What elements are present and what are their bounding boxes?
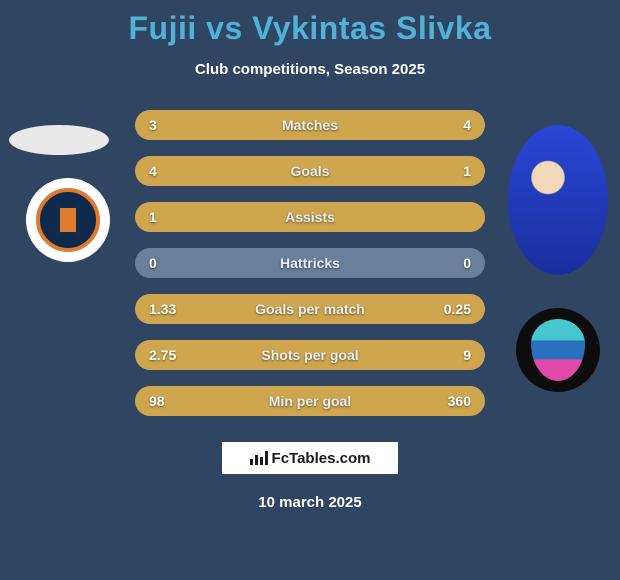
stat-row: 98 Min per goal 360 [135, 386, 485, 416]
subtitle: Club competitions, Season 2025 [0, 61, 620, 78]
stat-row: 1 Assists [135, 202, 485, 232]
stat-label: Min per goal [269, 393, 351, 409]
stat-value-right: 0 [463, 255, 471, 271]
stat-value-left: 98 [149, 393, 165, 409]
stat-fill-left [135, 110, 286, 140]
stat-row: 3 Matches 4 [135, 110, 485, 140]
club-badge-right [516, 308, 600, 392]
stat-value-right: 360 [448, 393, 471, 409]
stat-label: Hattricks [280, 255, 340, 271]
stat-row: 1.33 Goals per match 0.25 [135, 294, 485, 324]
stat-value-right: 4 [463, 117, 471, 133]
badge-squirrel-icon [57, 205, 79, 235]
stat-label: Goals [291, 163, 330, 179]
stat-fill-left [135, 156, 415, 186]
club-badge-right-inner [531, 319, 585, 381]
club-badge-left [26, 178, 110, 262]
stats-container: 3 Matches 4 4 Goals 1 1 Assists 0 Hattricks 0 1.33 G… [135, 110, 485, 416]
date-text: 10 march 2025 [0, 494, 620, 511]
stat-label: Matches [282, 117, 338, 133]
stat-value-left: 1 [149, 209, 157, 225]
bars-icon [250, 451, 268, 465]
stat-value-left: 4 [149, 163, 157, 179]
player-photo-placeholder [9, 125, 109, 155]
stat-value-left: 2.75 [149, 347, 176, 363]
stat-value-left: 3 [149, 117, 157, 133]
stat-value-right: 0.25 [444, 301, 471, 317]
page-title: Fujii vs Vykintas Slivka [0, 0, 620, 47]
player-photo-right-inner [508, 125, 608, 275]
stat-value-right: 1 [463, 163, 471, 179]
stat-value-left: 1.33 [149, 301, 176, 317]
club-badge-left-inner [36, 188, 100, 252]
watermark: FcTables.com [222, 442, 398, 474]
stat-label: Goals per match [255, 301, 365, 317]
stat-label: Assists [285, 209, 335, 225]
stat-row: 4 Goals 1 [135, 156, 485, 186]
stat-value-left: 0 [149, 255, 157, 271]
watermark-text: FcTables.com [272, 450, 371, 467]
stat-row: 0 Hattricks 0 [135, 248, 485, 278]
stat-row: 2.75 Shots per goal 9 [135, 340, 485, 370]
player-right-photo [505, 125, 610, 275]
stat-fill-left [135, 386, 209, 416]
stat-fill-right [415, 156, 485, 186]
stat-label: Shots per goal [261, 347, 358, 363]
stat-value-right: 9 [463, 347, 471, 363]
